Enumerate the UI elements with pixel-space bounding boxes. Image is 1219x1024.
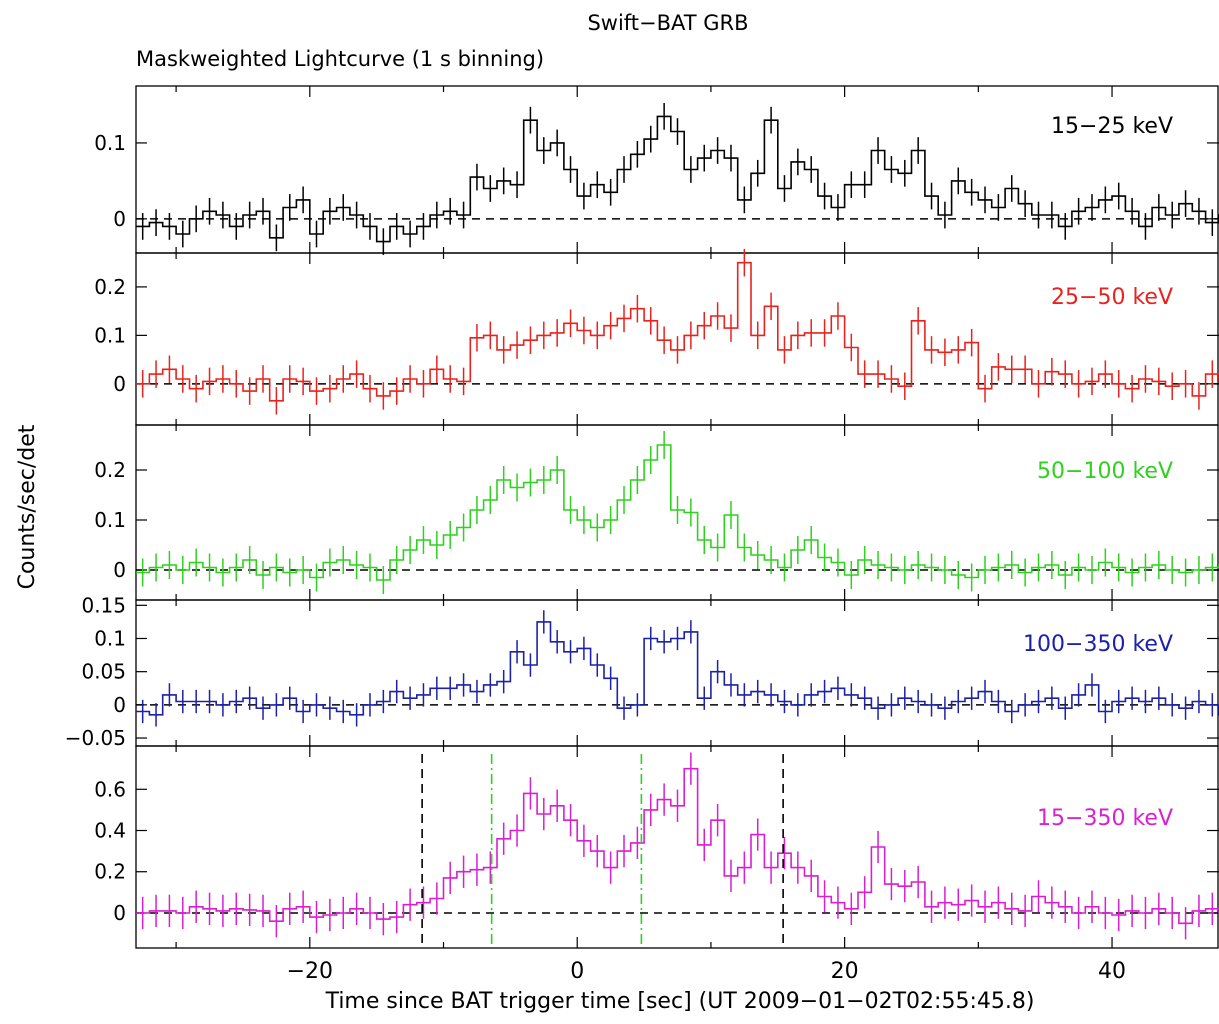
y-tick-label: 0.2 (94, 275, 126, 299)
y-tick-label: 0.2 (94, 458, 126, 482)
y-tick-label: 0.6 (94, 777, 126, 801)
series-line (136, 261, 1219, 402)
y-tick-label: 0.05 (81, 660, 126, 684)
band-label: 15−25 keV (1051, 114, 1173, 139)
panel-5: 0 0.2 0.4 0.6 15−350 keV (94, 745, 1219, 949)
band-label: 25−50 keV (1051, 285, 1173, 310)
y-tick-label: −0.05 (65, 726, 126, 750)
x-tick-label: 0 (570, 959, 584, 984)
panel-3: 0 0.1 0.2 50−100 keV (94, 424, 1219, 601)
y-axis-label: Counts/sec/det (15, 424, 40, 589)
y-tick-label: 0.4 (94, 819, 126, 843)
series-5 (136, 752, 1219, 940)
y-tick-label: 0.1 (94, 508, 126, 532)
y-tick-label: 0 (113, 372, 126, 396)
band-label: 50−100 keV (1037, 459, 1173, 484)
panels-group: 0 0.1 15−25 keV 0 0.1 0.2 25−50 keV 0 0.1 0.2 50−1… (65, 85, 1219, 984)
y-tick-label: 0.15 (81, 593, 126, 617)
y-tick-label: 0 (113, 901, 126, 925)
series-line (136, 621, 1219, 716)
y-tick-label: 0 (113, 207, 126, 231)
band-label: 100−350 keV (1023, 632, 1173, 657)
panel-2: 0 0.1 0.2 25−50 keV (94, 248, 1219, 426)
panel-1: 0 0.1 15−25 keV (94, 85, 1219, 255)
y-tick-label: 0.1 (94, 131, 126, 155)
series-4 (136, 610, 1219, 727)
series-1 (136, 103, 1219, 255)
series-line (136, 115, 1219, 243)
x-tick-label: −20 (287, 959, 333, 984)
series-3 (136, 431, 1219, 594)
y-tick-label: 0 (113, 693, 126, 717)
y-tick-label: 0.2 (94, 860, 126, 884)
panel-frame (135, 85, 1219, 254)
panel-frame (135, 745, 1219, 949)
series-line (136, 767, 1219, 925)
band-label: 15−350 keV (1037, 806, 1173, 831)
y-tick-label: 0.1 (94, 323, 126, 347)
y-tick-label: 0 (113, 558, 126, 582)
chart-subtitle: Maskweighted Lightcurve (1 s binning) (136, 47, 544, 71)
x-tick-label: 20 (831, 959, 859, 984)
panel-4: −0.05 0 0.05 0.1 0.15 100−350 keV (65, 593, 1219, 750)
chart-title: Swift−BAT GRB (587, 11, 748, 35)
y-tick-label: 0.1 (94, 626, 126, 650)
series-2 (136, 248, 1219, 415)
x-tick-label: 40 (1098, 959, 1126, 984)
x-axis-label: Time since BAT trigger time [sec] (UT 20… (325, 989, 1035, 1014)
panel-frame (135, 599, 1219, 747)
